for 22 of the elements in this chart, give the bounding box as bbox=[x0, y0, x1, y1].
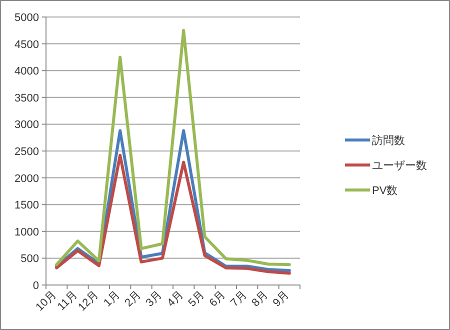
y-tick-label: 1500 bbox=[14, 200, 39, 212]
x-tick-label: 3月 bbox=[144, 288, 165, 310]
y-tick-label: 3500 bbox=[14, 92, 39, 104]
legend-label: ユーザー数 bbox=[372, 160, 427, 172]
legend-label: 訪問数 bbox=[372, 134, 405, 147]
x-tick-label: 4月 bbox=[165, 288, 186, 310]
y-tick-label: 5000 bbox=[14, 12, 39, 24]
y-tick-label: 4500 bbox=[14, 38, 39, 51]
x-tick-label: 1月 bbox=[102, 288, 122, 310]
x-tick-label: 2月 bbox=[122, 288, 144, 310]
x-tick-label: 9月 bbox=[270, 288, 292, 310]
y-tick-label: 1000 bbox=[14, 226, 39, 238]
x-tick-label: 5月 bbox=[186, 288, 207, 310]
x-tick-label: 6月 bbox=[207, 288, 228, 310]
y-tick-label: 4000 bbox=[14, 66, 39, 78]
y-tick-label: 2000 bbox=[14, 172, 39, 185]
legend-label: PV数 bbox=[372, 185, 398, 197]
y-tick-label: 500 bbox=[20, 253, 39, 266]
x-tick-label: 7月 bbox=[228, 288, 250, 310]
x-tick-label: 8月 bbox=[250, 288, 270, 310]
y-tick-label: 3000 bbox=[14, 119, 39, 132]
y-tick-label: 2500 bbox=[14, 146, 39, 158]
